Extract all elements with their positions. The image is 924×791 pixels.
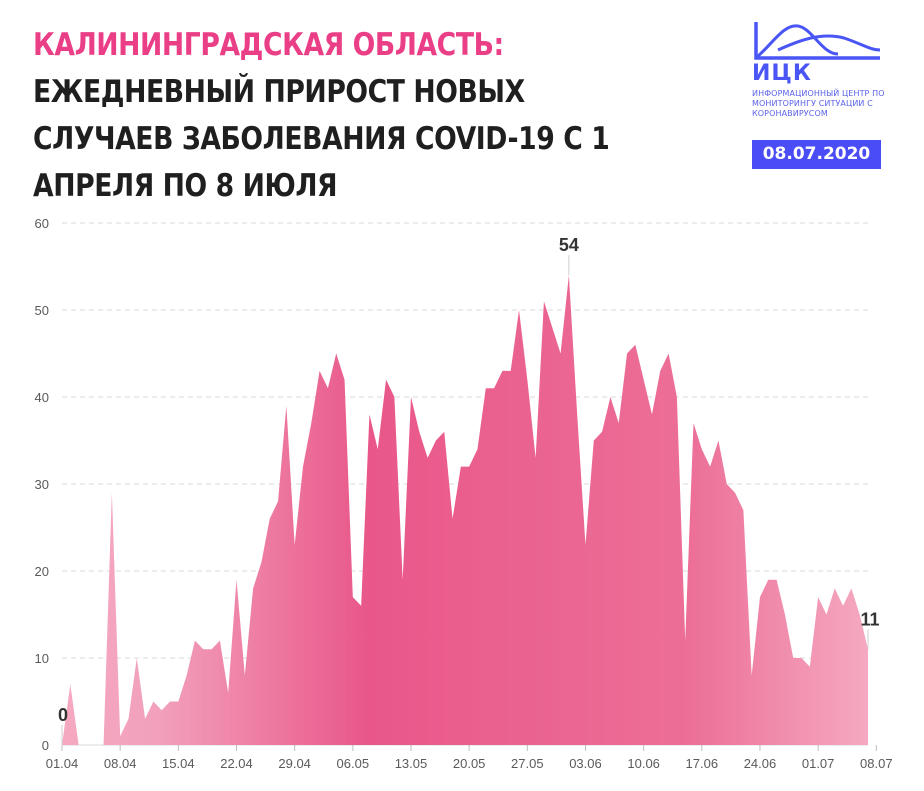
y-tick-label: 60 <box>35 216 49 231</box>
y-tick-label: 30 <box>35 477 49 492</box>
cases-area <box>62 275 868 745</box>
x-tick-label: 03.06 <box>569 756 602 771</box>
x-tick-label: 17.06 <box>686 756 719 771</box>
logo-wave-icon <box>754 22 881 60</box>
page-title: КАЛИНИНГРАДСКАЯ ОБЛАСТЬ: ЕЖЕДНЕВНЫЙ ПРИР… <box>33 22 635 210</box>
x-tick-label: 27.05 <box>511 756 544 771</box>
annotation-label: 11 <box>860 609 879 629</box>
x-axis: 01.04 08.04 15.04 22.04 29.04 06.05 13.05 20.05… <box>46 745 893 771</box>
x-tick-label: 08.07 <box>860 756 893 771</box>
x-tick-label: 29.04 <box>278 756 311 771</box>
title-text: ЕЖЕДНЕВНЫЙ ПРИРОСТ НОВЫХ СЛУЧАЕВ ЗАБОЛЕВ… <box>33 74 610 204</box>
y-tick-label: 50 <box>35 303 49 318</box>
x-tick-label: 20.05 <box>453 756 486 771</box>
x-tick-label: 24.06 <box>744 756 777 771</box>
x-tick-label: 01.07 <box>802 756 835 771</box>
annotation-label: 0 <box>58 705 68 725</box>
logo-name: ИЦК <box>752 61 812 86</box>
logo: ИЦК ИНФОРМАЦИОННЫЙ ЦЕНТР ПО МОНИТОРИНГУ … <box>752 20 887 119</box>
x-tick-label: 06.05 <box>337 756 370 771</box>
date-badge: 08.07.2020 <box>752 140 881 169</box>
y-tick-label: 10 <box>35 651 49 666</box>
y-tick-label: 20 <box>35 564 49 579</box>
x-tick-label: 08.04 <box>104 756 137 771</box>
annotations: 0 54 11 <box>58 235 880 745</box>
annotation-label: 54 <box>559 235 579 255</box>
y-axis: 0 10 20 30 40 50 60 <box>35 216 49 753</box>
y-tick-label: 40 <box>35 390 49 405</box>
x-tick-label: 01.04 <box>46 756 79 771</box>
title-region: КАЛИНИНГРАДСКАЯ ОБЛАСТЬ: <box>33 27 504 63</box>
x-tick-label: 15.04 <box>162 756 195 771</box>
y-tick-label: 0 <box>42 738 49 753</box>
x-tick-label: 13.05 <box>395 756 428 771</box>
logo-subtitle: ИНФОРМАЦИОННЫЙ ЦЕНТР ПО МОНИТОРИНГУ СИТУ… <box>752 89 885 118</box>
x-tick-label: 22.04 <box>220 756 253 771</box>
x-tick-label: 10.06 <box>627 756 660 771</box>
